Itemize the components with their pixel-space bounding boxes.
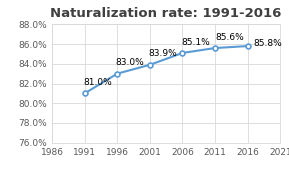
Text: 85.8%: 85.8%	[253, 39, 282, 48]
Text: 83.9%: 83.9%	[149, 49, 177, 58]
Text: 85.6%: 85.6%	[215, 33, 244, 42]
Text: 85.1%: 85.1%	[181, 38, 210, 47]
Text: 83.0%: 83.0%	[116, 58, 144, 67]
Text: 81.0%: 81.0%	[83, 78, 112, 87]
Title: Naturalization rate: 1991-2016: Naturalization rate: 1991-2016	[51, 7, 282, 20]
